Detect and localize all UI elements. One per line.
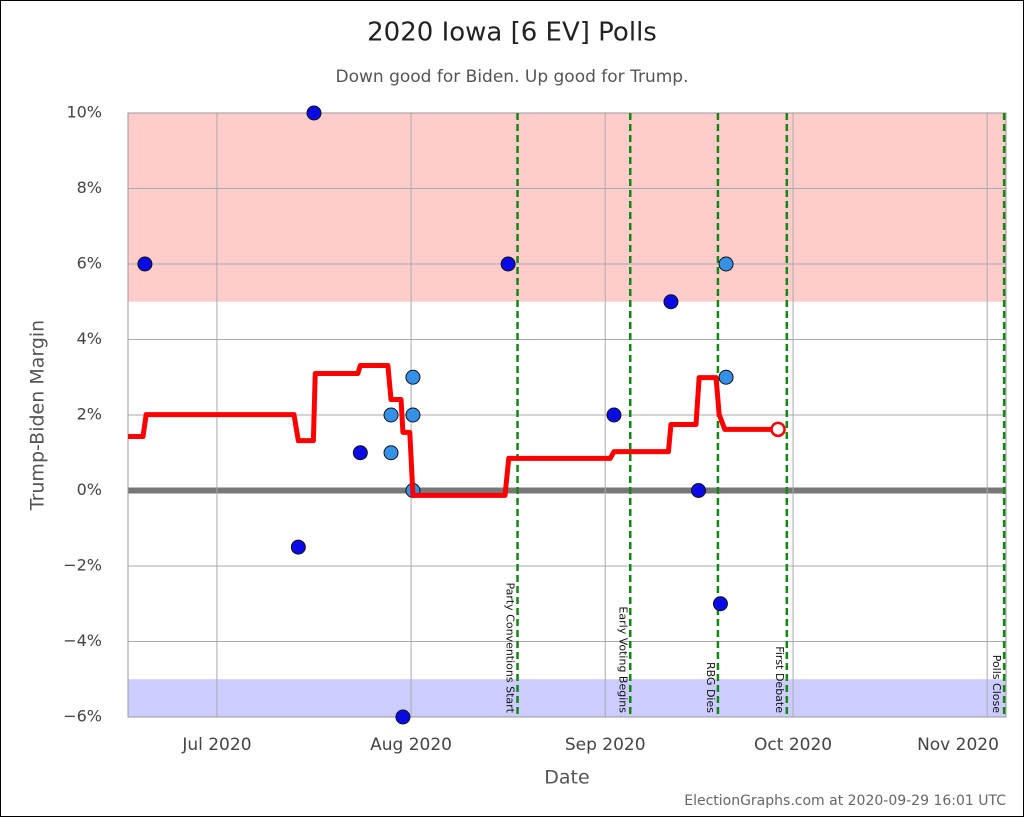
event-label: Polls Close bbox=[990, 655, 1003, 714]
y-tick-label: 6% bbox=[77, 254, 102, 273]
footer: ElectionGraphs.com at 2020-09-29 16:01 U… bbox=[684, 793, 1006, 809]
poll-point bbox=[663, 294, 679, 310]
plot-border bbox=[127, 112, 1007, 718]
poll-point bbox=[606, 407, 622, 423]
x-tick-label: Jul 2020 bbox=[181, 735, 251, 755]
event-label: Party Conventions Start bbox=[504, 582, 517, 713]
x-tick-label: Aug 2020 bbox=[370, 735, 452, 755]
poll-point bbox=[383, 407, 399, 423]
event-label: First Debate bbox=[773, 646, 786, 713]
y-tick-label: 0% bbox=[77, 480, 102, 499]
event-label: Early Voting Begins bbox=[616, 606, 629, 713]
y-tick-label: −4% bbox=[63, 631, 102, 650]
poll-point bbox=[395, 709, 411, 725]
y-tick-label: −6% bbox=[63, 707, 102, 726]
y-tick-label: 10% bbox=[66, 103, 102, 122]
y-tick-label: −2% bbox=[63, 556, 102, 575]
x-tick-label: Nov 2020 bbox=[917, 735, 999, 755]
poll-point bbox=[718, 256, 734, 272]
poll-point bbox=[712, 596, 728, 612]
y-tick-label: 4% bbox=[77, 329, 102, 348]
poll-point bbox=[718, 369, 734, 385]
chart-title: 2020 Iowa [6 EV] Polls bbox=[367, 18, 657, 48]
y-tick-label: 2% bbox=[77, 405, 102, 424]
chart-subtitle: Down good for Biden. Up good for Trump. bbox=[336, 67, 689, 87]
poll-point bbox=[405, 369, 421, 385]
y-axis-label: Trump-Biden Margin bbox=[27, 320, 49, 511]
event-label: RBG Dies bbox=[704, 662, 717, 713]
poll-point bbox=[352, 445, 368, 461]
poll-point bbox=[500, 256, 516, 272]
average-line bbox=[128, 363, 779, 498]
band bbox=[128, 679, 1006, 717]
x-tick-label: Sep 2020 bbox=[565, 735, 646, 755]
poll-point bbox=[383, 445, 399, 461]
poll-point bbox=[137, 256, 153, 272]
poll-point bbox=[405, 407, 421, 423]
poll-point bbox=[290, 539, 306, 555]
y-tick-label: 8% bbox=[77, 178, 102, 197]
end-marker bbox=[770, 421, 786, 438]
x-tick-label: Oct 2020 bbox=[754, 735, 832, 755]
poll-point bbox=[691, 483, 707, 498]
band bbox=[128, 113, 1006, 302]
x-axis-label: Date bbox=[544, 767, 589, 789]
poll-point bbox=[306, 105, 322, 121]
